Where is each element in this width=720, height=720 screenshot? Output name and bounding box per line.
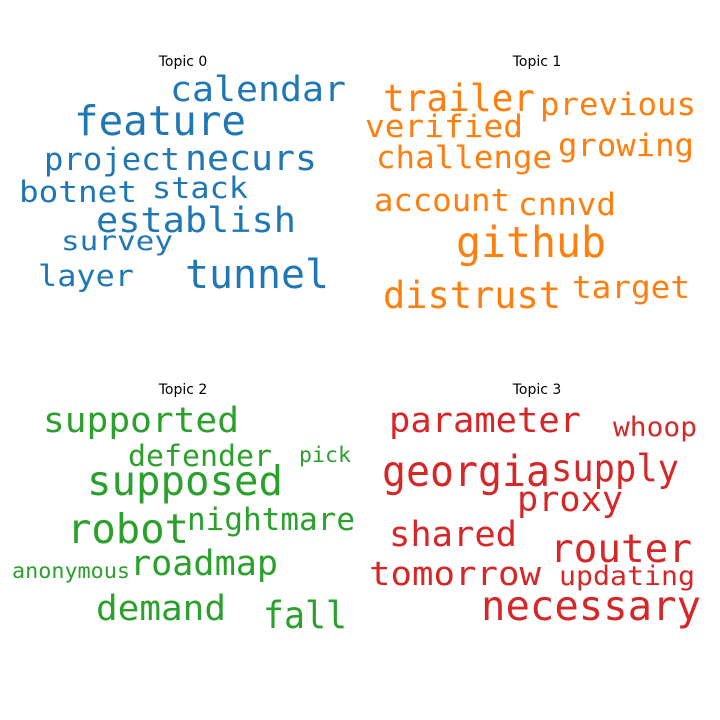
- topic-1-title: Topic 1: [512, 54, 562, 70]
- word-challenge: challenge: [376, 140, 552, 176]
- word-feature: feature: [74, 97, 246, 145]
- topic-2-title: Topic 2: [158, 382, 208, 398]
- word-botnet: botnet: [19, 175, 137, 209]
- word-pick: pick: [299, 443, 351, 467]
- word-cnnvd: cnnvd: [518, 187, 616, 223]
- topic-3-panel: Topic 3 parameter whoop georgia supply p…: [369, 382, 701, 630]
- word-defender: defender: [128, 439, 272, 473]
- topic-0-panel: Topic 0 calendar feature project necurs …: [19, 54, 346, 298]
- word-layer: layer: [38, 259, 134, 293]
- word-tunnel: tunnel: [185, 252, 329, 298]
- word-tomorrow: tomorrow: [369, 554, 541, 593]
- word-distrust: distrust: [383, 274, 561, 317]
- word-trailer: trailer: [383, 77, 535, 120]
- word-growing: growing: [558, 128, 694, 164]
- topic-2-panel: Topic 2 supported defender pick supposed…: [12, 382, 355, 637]
- topic-1-panel: Topic 1 trailer previous verified challe…: [365, 54, 696, 317]
- word-fall: fall: [263, 594, 347, 637]
- word-previous: previous: [540, 87, 696, 123]
- word-supposed: supposed: [87, 457, 283, 505]
- word-anonymous: anonymous: [12, 559, 130, 583]
- word-router: router: [550, 527, 692, 572]
- word-supply: supply: [551, 447, 679, 490]
- word-stack: stack: [152, 171, 249, 205]
- word-survey: survey: [61, 226, 173, 257]
- word-necurs: necurs: [185, 139, 317, 179]
- word-shared: shared: [389, 515, 517, 555]
- topic-3-title: Topic 3: [512, 382, 562, 398]
- word-github: github: [456, 218, 606, 268]
- word-project: project: [44, 142, 180, 178]
- word-whoop: whoop: [613, 412, 697, 443]
- word-nightmare: nightmare: [187, 502, 355, 538]
- word-demand: demand: [96, 589, 226, 629]
- word-account: account: [374, 183, 510, 219]
- word-necessary: necessary: [481, 582, 701, 630]
- word-establish: establish: [96, 201, 296, 241]
- word-calendar: calendar: [170, 70, 346, 110]
- word-verified: verified: [365, 109, 523, 145]
- word-target: target: [572, 270, 690, 306]
- word-roadmap: roadmap: [130, 544, 278, 584]
- word-parameter: parameter: [389, 401, 581, 441]
- topic-0-title: Topic 0: [158, 54, 208, 70]
- word-updating: updating: [559, 561, 695, 592]
- word-robot: robot: [67, 505, 189, 553]
- word-proxy: proxy: [517, 480, 623, 520]
- word-supported: supported: [43, 401, 239, 441]
- word-georgia: georgia: [382, 447, 550, 497]
